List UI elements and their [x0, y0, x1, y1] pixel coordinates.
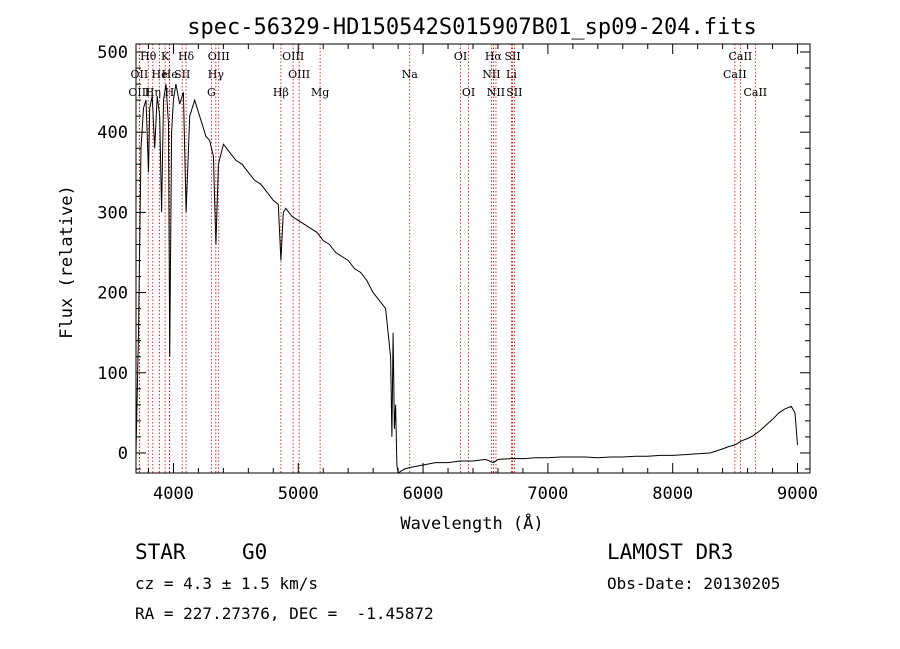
line-label: CaII — [743, 86, 767, 99]
y-tick-label: 400 — [97, 123, 128, 143]
x-axis-label: Wavelength (Å) — [400, 512, 543, 534]
line-label: NII — [482, 68, 500, 81]
coordinates-text: RA = 227.27376, DEC = -1.45872 — [135, 604, 434, 623]
line-label: Hδ — [178, 50, 195, 63]
line-label: Mg — [311, 86, 329, 99]
line-label: OIII — [208, 50, 230, 63]
survey-label: LAMOST DR3 — [607, 540, 734, 564]
y-tick-label: 200 — [97, 284, 128, 304]
x-tick-label: 5000 — [278, 484, 319, 504]
x-axis: 4000 5000 6000 7000 8000 9000 — [147, 44, 818, 504]
line-label: He — [152, 68, 168, 81]
x-tick-label: 8000 — [652, 484, 693, 504]
spectrum-line — [135, 84, 798, 474]
y-tick-label: 0 — [118, 444, 128, 464]
line-label: OIII — [288, 68, 310, 81]
line-label: OI — [454, 50, 467, 63]
x-tick-label: 6000 — [403, 484, 444, 504]
obs-date-text: Obs-Date: 20130205 — [607, 574, 781, 593]
y-axis-label: Flux (relative) — [57, 185, 77, 339]
line-label: OIII — [282, 50, 304, 63]
line-label: SII — [174, 68, 190, 81]
line-label: SII — [504, 50, 520, 63]
line-label: Hγ — [208, 68, 225, 81]
line-label: OIII — [128, 86, 150, 99]
y-tick-label: 300 — [97, 203, 128, 223]
line-label: OI — [462, 86, 475, 99]
y-axis: 0 100 200 300 400 500 — [97, 43, 810, 470]
class-label: STAR — [135, 540, 186, 564]
line-label: Hθ — [140, 50, 157, 63]
plot-frame — [135, 43, 811, 474]
line-label: H — [165, 86, 175, 99]
line-label: K — [161, 50, 170, 63]
line-markers — [138, 44, 756, 473]
line-label: Hη — [145, 86, 161, 99]
line-label: Hβ — [273, 86, 289, 99]
subclass-label: G0 — [242, 540, 268, 564]
line-label: SII — [506, 86, 522, 99]
y-tick-label: 100 — [97, 364, 128, 384]
line-label: CaII — [729, 50, 753, 63]
x-tick-label: 7000 — [527, 484, 568, 504]
line-label: Na — [402, 68, 419, 81]
x-tick-label: 4000 — [153, 484, 194, 504]
chart-title: spec-56329-HD150542S015907B01_sp09-204.f… — [187, 15, 757, 40]
redshift-text: cz = 4.3 ± 1.5 km/s — [135, 574, 319, 593]
line-label: He — [162, 68, 178, 81]
line-label: Li — [506, 68, 517, 81]
line-label: Hα — [485, 50, 503, 63]
y-tick-label: 500 — [97, 43, 128, 63]
line-label: CaII — [723, 68, 747, 81]
x-tick-label: 9000 — [777, 484, 818, 504]
line-label: OII — [131, 68, 149, 81]
line-label: NII — [487, 86, 505, 99]
line-label: G — [207, 86, 216, 99]
